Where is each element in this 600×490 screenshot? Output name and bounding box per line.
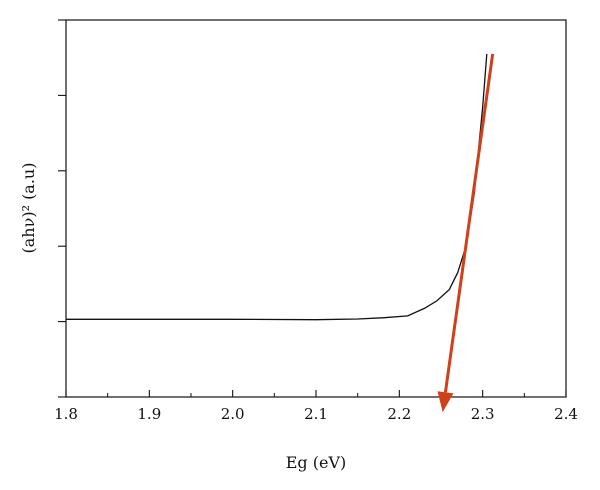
- y-axis: [58, 19, 66, 398]
- x-tick-label: 2.1: [304, 405, 328, 423]
- x-tick-label: 2.4: [554, 405, 578, 423]
- arrow-shaft: [443, 53, 495, 393]
- x-tick-label: 1.9: [137, 405, 161, 423]
- x-axis: 1.8 1.9 2.0 2.1 2.2 2.3 2.4: [54, 390, 578, 423]
- annotation-arrow: [437, 53, 495, 413]
- x-tick-label: 2.2: [387, 405, 411, 423]
- x-tick-label: 2.3: [471, 405, 495, 423]
- x-tick-label: 2.0: [221, 405, 245, 423]
- x-tick-label: 1.8: [54, 405, 78, 423]
- arrow-head: [437, 391, 454, 413]
- series-line: [66, 53, 488, 321]
- y-axis-label: (ahν)² (a.u): [19, 163, 38, 254]
- x-axis-label: Eg (eV): [286, 453, 347, 472]
